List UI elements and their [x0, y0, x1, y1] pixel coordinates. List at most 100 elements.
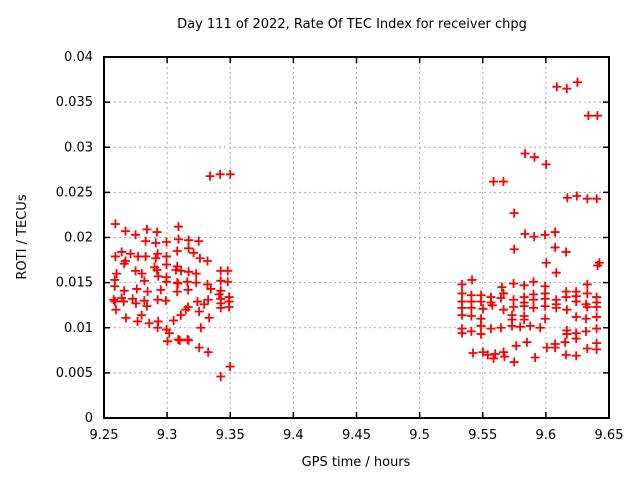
- data-point-marker: [488, 177, 498, 187]
- data-point-marker: [119, 259, 129, 269]
- data-point-marker: [194, 343, 204, 353]
- data-point-marker: [525, 321, 535, 331]
- data-point-marker: [131, 230, 141, 240]
- data-point-marker: [467, 275, 477, 285]
- data-point-marker: [120, 226, 130, 236]
- data-point-marker: [153, 271, 163, 281]
- data-point-marker: [216, 371, 226, 381]
- data-point-marker: [132, 284, 142, 294]
- data-point-marker: [199, 299, 209, 309]
- data-point-marker: [499, 305, 509, 315]
- data-point-marker: [119, 286, 129, 296]
- data-point-marker: [509, 357, 519, 367]
- data-point-marker: [131, 298, 141, 308]
- data-point-marker: [483, 350, 493, 360]
- data-point-marker: [192, 297, 202, 307]
- data-point-marker: [561, 247, 571, 257]
- data-point-marker: [176, 310, 186, 320]
- data-point-marker: [562, 84, 572, 94]
- data-point-marker: [161, 260, 171, 270]
- data-point-marker: [173, 334, 183, 344]
- data-point-marker: [541, 258, 551, 268]
- data-point-marker: [194, 236, 204, 246]
- data-point-marker: [486, 324, 496, 334]
- data-point-marker: [581, 314, 591, 324]
- chart-title: Day 111 of 2022, Rate Of TEC Index for r…: [177, 17, 527, 32]
- data-point-marker: [110, 281, 120, 291]
- data-point-marker: [171, 265, 181, 275]
- data-point-marker: [191, 269, 201, 279]
- data-point-marker: [203, 347, 213, 357]
- y-axis-label: ROTI / TECUs: [15, 194, 30, 279]
- data-point-marker: [182, 277, 192, 287]
- data-point-marker: [205, 171, 215, 181]
- data-point-marker: [476, 321, 486, 331]
- data-point-marker: [457, 279, 467, 289]
- data-point-marker: [581, 326, 591, 336]
- data-point-marker: [139, 296, 149, 306]
- data-point-marker: [519, 315, 529, 325]
- y-tick-label: 0.035: [56, 95, 93, 110]
- data-point-marker: [203, 256, 213, 266]
- x-tick-label: 9.5: [409, 428, 430, 443]
- data-point-marker: [529, 303, 539, 313]
- y-tick-label: 0.01: [64, 321, 93, 336]
- data-point-marker: [169, 316, 179, 326]
- data-point-marker: [172, 287, 182, 297]
- data-point-marker: [519, 280, 529, 290]
- data-point-marker: [509, 302, 519, 312]
- data-point-marker: [571, 312, 581, 322]
- data-point-marker: [172, 246, 182, 256]
- data-point-marker: [203, 295, 213, 305]
- data-point-marker: [509, 279, 519, 289]
- data-point-marker: [117, 247, 127, 257]
- data-point-marker: [540, 230, 550, 240]
- data-point-marker: [143, 287, 153, 297]
- data-point-marker: [571, 334, 581, 344]
- data-point-marker: [110, 297, 120, 307]
- data-point-marker: [151, 238, 161, 248]
- data-point-marker: [561, 350, 571, 360]
- data-point-marker: [476, 297, 486, 307]
- data-point-marker: [582, 344, 592, 354]
- data-point-marker: [457, 288, 467, 298]
- data-point-marker: [163, 336, 173, 346]
- data-point-marker: [153, 249, 163, 259]
- data-point-marker: [511, 341, 521, 351]
- data-point-marker: [137, 310, 147, 320]
- data-point-marker: [499, 352, 509, 362]
- data-point-marker: [582, 288, 592, 298]
- data-point-marker: [457, 328, 467, 338]
- data-point-marker: [572, 191, 582, 201]
- data-points: [109, 77, 604, 381]
- data-point-marker: [496, 293, 506, 303]
- y-tick-label: 0.02: [64, 231, 93, 246]
- data-point-marker: [540, 301, 550, 311]
- data-point-marker: [183, 334, 193, 344]
- data-point-marker: [194, 307, 204, 317]
- data-point-marker: [560, 337, 570, 347]
- x-tick-label: 9.55: [468, 428, 497, 443]
- data-point-marker: [161, 251, 171, 261]
- data-point-marker: [173, 234, 183, 244]
- data-point-marker: [542, 343, 552, 353]
- data-point-marker: [173, 279, 183, 289]
- data-point-marker: [550, 227, 560, 237]
- data-point-marker: [478, 304, 488, 314]
- data-point-marker: [582, 279, 592, 289]
- data-point-marker: [562, 305, 572, 315]
- data-point-marker: [540, 314, 550, 324]
- data-point-marker: [550, 343, 560, 353]
- plot-border: [103, 56, 610, 419]
- data-point-marker: [457, 310, 467, 320]
- data-point-marker: [466, 326, 476, 336]
- data-point-marker: [225, 362, 235, 372]
- data-point-marker: [507, 321, 517, 331]
- data-point-marker: [152, 227, 162, 237]
- data-point-marker: [112, 269, 122, 279]
- data-point-marker: [164, 328, 174, 338]
- data-point-marker: [189, 248, 199, 258]
- data-point-marker: [562, 329, 572, 339]
- y-tick-label: 0.025: [56, 185, 93, 200]
- data-point-marker: [131, 266, 141, 276]
